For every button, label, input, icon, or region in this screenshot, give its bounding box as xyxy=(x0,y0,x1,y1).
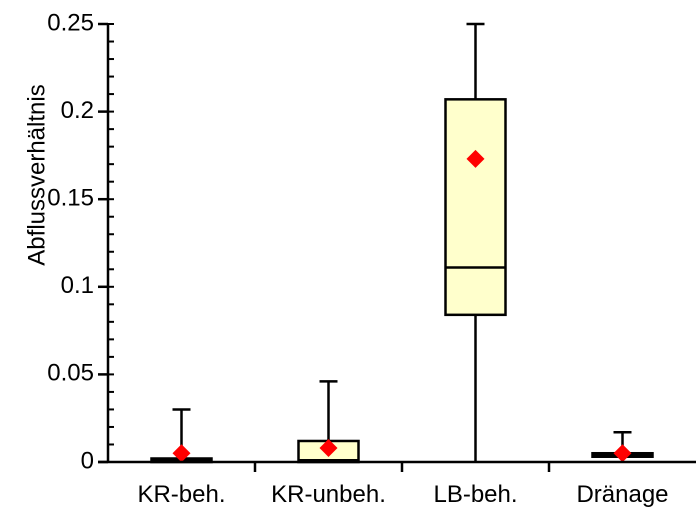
x-tick-label: Dränage xyxy=(576,481,668,508)
y-tick-label: 0.05 xyxy=(47,360,94,387)
y-tick-label: 0.1 xyxy=(61,272,94,299)
x-tick-label: LB-beh. xyxy=(433,481,517,508)
x-tick-label: KR-unbeh. xyxy=(271,481,386,508)
mean-marker xyxy=(466,149,485,168)
y-tick-label: 0.25 xyxy=(47,9,94,36)
y-tick-label: 0.2 xyxy=(61,97,94,124)
mean-marker xyxy=(319,438,338,457)
x-tick-label: KR-beh. xyxy=(137,481,225,508)
plot-area: 0 0.05 0.1 0.15 0.2 0.25 KR-beh. KR-unbeh. LB-be… xyxy=(47,9,696,508)
y-axis-title: Abflussverhältnis xyxy=(23,84,50,265)
box xyxy=(444,98,507,317)
y-tick-label: 0.15 xyxy=(47,185,94,212)
mean-marker xyxy=(172,444,191,463)
mean-marker xyxy=(613,444,632,463)
y-tick-label: 0 xyxy=(81,447,94,474)
